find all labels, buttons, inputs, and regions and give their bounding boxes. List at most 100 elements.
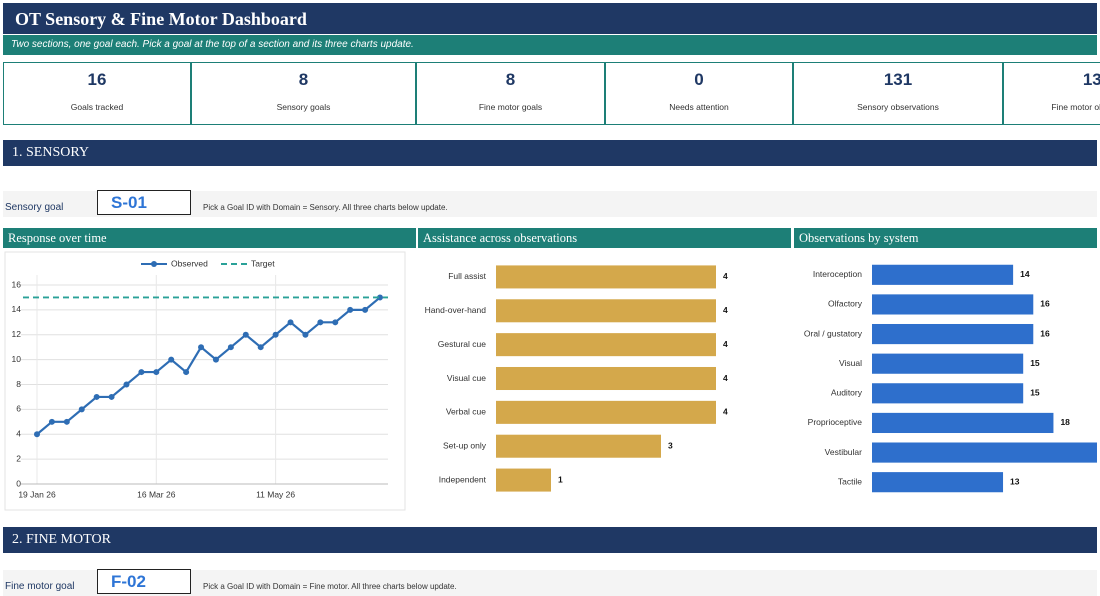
data-point bbox=[227, 344, 234, 351]
bar bbox=[872, 442, 1097, 463]
chart-title: Observations by system bbox=[794, 228, 1097, 248]
dashboard-title: OT Sensory & Fine Motor Dashboard bbox=[3, 3, 1097, 34]
data-point bbox=[347, 306, 354, 313]
category-label: Gestural cue bbox=[438, 339, 486, 349]
y-tick-label: 10 bbox=[12, 354, 22, 364]
value-label: 3 bbox=[668, 440, 673, 450]
data-line bbox=[36, 296, 381, 436]
value-label: 15 bbox=[1030, 358, 1040, 368]
bar-chart: Interoception 14 Olfactory 16 Oral / gustato… bbox=[804, 264, 1097, 493]
category-label: Olfactory bbox=[828, 299, 863, 309]
data-point bbox=[272, 331, 279, 338]
data-point bbox=[34, 431, 40, 438]
y-tick-label: 14 bbox=[12, 304, 22, 314]
kpi-value: 16 bbox=[87, 70, 107, 89]
data-point bbox=[317, 319, 324, 326]
goal-hint: Pick a Goal ID with Domain = Fine motor.… bbox=[203, 582, 457, 591]
legend-marker bbox=[151, 261, 157, 267]
data-point bbox=[242, 331, 249, 338]
data-point bbox=[332, 319, 339, 326]
category-label: Vestibular bbox=[825, 447, 862, 457]
category-label: Verbal cue bbox=[446, 407, 486, 417]
y-tick-label: 8 bbox=[16, 379, 21, 389]
value-label: 4 bbox=[723, 407, 728, 417]
goal-hint: Pick a Goal ID with Domain = Sensory. Al… bbox=[203, 203, 448, 212]
category-label: Interoception bbox=[813, 269, 862, 279]
goal-row: Fine motor goal F-02 Pick a Goal ID with… bbox=[3, 569, 1097, 596]
x-tick-label: 11 May 26 bbox=[256, 489, 295, 499]
goal-label: Sensory goal bbox=[5, 202, 64, 213]
kpi-label: Fine motor observations bbox=[1051, 102, 1100, 112]
category-label: Hand-over-hand bbox=[425, 305, 487, 315]
bar bbox=[496, 400, 716, 424]
bar bbox=[872, 472, 1004, 493]
kpi-tile: 8 Sensory goals bbox=[191, 62, 416, 125]
category-label: Full assist bbox=[448, 271, 486, 281]
category-label: Auditory bbox=[831, 388, 863, 398]
data-point bbox=[123, 381, 130, 388]
data-point bbox=[183, 369, 190, 376]
value-label: 1 bbox=[558, 474, 563, 484]
bar bbox=[872, 383, 1024, 404]
value-label: 16 bbox=[1040, 299, 1050, 309]
x-tick-label: 19 Jan 26 bbox=[18, 489, 56, 499]
data-point bbox=[78, 406, 85, 413]
data-point bbox=[257, 344, 264, 351]
value-label: 4 bbox=[723, 373, 728, 383]
bar bbox=[872, 264, 1014, 285]
kpi-value: 132 bbox=[1082, 70, 1100, 89]
value-label: 14 bbox=[1020, 269, 1030, 279]
bar bbox=[872, 412, 1054, 434]
y-tick-label: 6 bbox=[16, 404, 21, 414]
kpi-value: 8 bbox=[298, 70, 309, 89]
kpi-row: 16 Goals tracked 8 Sensory goals 8 Fine mot… bbox=[3, 62, 1100, 125]
goal-label: Fine motor goal bbox=[5, 581, 75, 592]
category-label: Proprioceptive bbox=[808, 417, 863, 427]
bar bbox=[496, 434, 661, 458]
kpi-tile: 16 Goals tracked bbox=[3, 62, 191, 125]
data-point bbox=[377, 294, 383, 301]
bar bbox=[496, 366, 716, 391]
data-point bbox=[63, 418, 70, 425]
bar bbox=[872, 353, 1024, 374]
bar bbox=[496, 265, 716, 289]
kpi-tile: 132 Fine motor observations bbox=[1003, 62, 1100, 125]
bar bbox=[872, 323, 1034, 345]
y-tick-label: 12 bbox=[12, 329, 22, 339]
legend-label: Target bbox=[251, 258, 275, 268]
kpi-tile: 131 Sensory observations bbox=[793, 62, 1003, 125]
bar bbox=[496, 468, 551, 492]
data-point bbox=[138, 369, 145, 376]
kpi-label: Fine motor goals bbox=[478, 102, 543, 112]
goal-selector[interactable]: F-02 bbox=[97, 569, 191, 594]
data-point bbox=[153, 369, 160, 376]
line-chart: 0 2 4 6 8 10 12 14 16 19 Jan 26 16 Mar 26 11 May 26… bbox=[4, 251, 406, 511]
data-point bbox=[212, 356, 219, 363]
data-point bbox=[287, 319, 294, 326]
value-label: 4 bbox=[723, 305, 728, 315]
category-label: Visual cue bbox=[447, 373, 486, 383]
y-tick-label: 2 bbox=[16, 453, 21, 463]
data-point bbox=[108, 393, 115, 400]
data-point bbox=[362, 306, 369, 313]
section-heading: 1. SENSORY bbox=[3, 140, 1097, 166]
kpi-label: Needs attention bbox=[669, 102, 729, 112]
kpi-value: 8 bbox=[505, 70, 516, 89]
bar-chart: Full assist 4 Hand-over-hand 4 Gestural cue 4… bbox=[425, 265, 728, 492]
category-label: Tactile bbox=[838, 476, 862, 486]
goal-selector[interactable]: S-01 bbox=[97, 190, 191, 215]
plot-frame bbox=[4, 251, 406, 511]
subtitle: Two sections, one goal each. Pick a goal… bbox=[3, 35, 1097, 55]
value-label: 4 bbox=[723, 339, 728, 349]
kpi-label: Sensory observations bbox=[857, 102, 939, 112]
goal-row: Sensory goal S-01 Pick a Goal ID with Do… bbox=[3, 190, 1097, 217]
kpi-tile: 8 Fine motor goals bbox=[416, 62, 605, 125]
legend-label: Observed bbox=[171, 258, 208, 268]
category-label: Oral / gustatory bbox=[804, 328, 863, 338]
category-label: Independent bbox=[439, 474, 487, 484]
value-label: 4 bbox=[723, 271, 728, 281]
value-label: 18 bbox=[1060, 417, 1070, 427]
category-label: Set-up only bbox=[443, 440, 487, 450]
value-label: 16 bbox=[1040, 328, 1050, 338]
